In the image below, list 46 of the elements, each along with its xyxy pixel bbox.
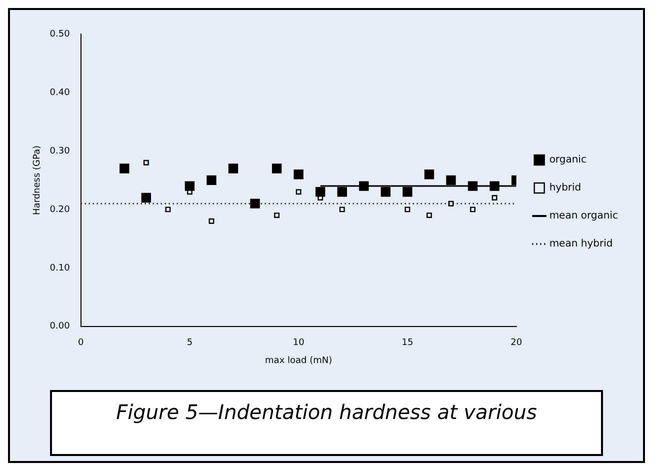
x-tick-label: 5 bbox=[186, 338, 193, 348]
x-tick-label: 10 bbox=[292, 338, 305, 348]
x-tick-label: 20 bbox=[510, 338, 522, 348]
caption: Figure 5—Indentation hardness at various bbox=[50, 390, 603, 456]
legend-label: hybrid bbox=[549, 182, 582, 194]
point bbox=[448, 200, 454, 206]
legend-label: mean organic bbox=[549, 210, 618, 222]
point bbox=[274, 212, 280, 218]
point bbox=[426, 212, 432, 218]
point bbox=[272, 164, 282, 174]
point bbox=[206, 175, 216, 186]
point bbox=[143, 160, 149, 166]
point bbox=[228, 164, 238, 174]
point bbox=[316, 187, 326, 197]
y-tick-label: 0.10 bbox=[50, 263, 70, 274]
point bbox=[337, 187, 347, 197]
y-axis-title: Hardness (GPa) bbox=[32, 145, 43, 215]
point bbox=[294, 170, 304, 180]
point bbox=[296, 189, 302, 195]
legend-label: mean hybrid bbox=[549, 238, 613, 250]
point bbox=[490, 181, 500, 191]
point bbox=[359, 181, 369, 191]
point bbox=[141, 192, 152, 203]
y-tick-label: 0.50 bbox=[50, 29, 70, 40]
legend-label: organic bbox=[549, 154, 586, 166]
point bbox=[120, 164, 130, 174]
point bbox=[339, 206, 345, 212]
point bbox=[380, 187, 391, 197]
y-tick-label: 0.40 bbox=[50, 88, 70, 98]
y-tick-label: 0.20 bbox=[50, 204, 70, 215]
point bbox=[446, 175, 456, 186]
y-tick-label: 0.00 bbox=[50, 322, 70, 332]
point bbox=[165, 206, 171, 212]
point bbox=[402, 187, 412, 197]
x-axis-title: max load (mN) bbox=[265, 356, 332, 366]
point bbox=[424, 170, 434, 180]
point bbox=[492, 195, 498, 200]
y-tick-label: 0.30 bbox=[50, 146, 70, 156]
x-tick-label: 15 bbox=[402, 338, 414, 348]
x-tick-label: 0 bbox=[78, 338, 84, 348]
point bbox=[184, 181, 195, 191]
point bbox=[404, 206, 410, 212]
point bbox=[470, 206, 476, 212]
point bbox=[468, 181, 478, 191]
point bbox=[250, 198, 260, 208]
point bbox=[208, 218, 214, 224]
